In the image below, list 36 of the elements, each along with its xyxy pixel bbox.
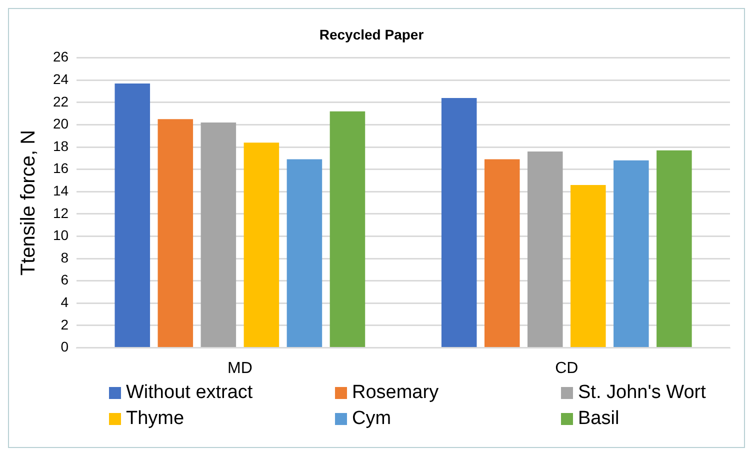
- y-axis-title: Ttensile force, N: [18, 130, 40, 276]
- y-tick-label: 2: [60, 316, 69, 332]
- legend-label: Rosemary: [352, 381, 439, 405]
- bar: [484, 159, 520, 348]
- y-tick-label: 22: [52, 93, 69, 110]
- y-tick-label: 18: [52, 138, 69, 154]
- bar: [570, 184, 606, 348]
- legend-label: Cym: [352, 407, 392, 431]
- bar: [286, 159, 322, 348]
- legend-label: Basil: [578, 407, 620, 431]
- y-tick-label: 26: [52, 48, 69, 65]
- bar: [330, 111, 366, 348]
- legend-label: Thyme: [126, 407, 184, 431]
- bar: [527, 151, 563, 348]
- y-tick-label: 4: [60, 294, 69, 310]
- bar: [614, 160, 649, 348]
- chart-title: Recycled Paper: [319, 26, 424, 42]
- x-tick-label: CD: [555, 360, 578, 377]
- bar: [200, 122, 236, 348]
- y-tick-label: 0: [60, 338, 69, 355]
- y-tick-label: 8: [60, 249, 69, 266]
- bar: [244, 142, 280, 348]
- y-tick-label: 20: [52, 116, 69, 132]
- y-tick-label: 16: [52, 160, 69, 176]
- y-tick-label: 10: [52, 227, 69, 244]
- y-tick-label: 24: [52, 70, 69, 87]
- legend-label: Without extract: [126, 381, 253, 405]
- bar: [158, 119, 194, 348]
- legend-label: St. John's Wort: [578, 381, 706, 405]
- y-tick-label: 6: [60, 272, 69, 288]
- y-tick-label: 12: [52, 204, 69, 221]
- x-tick-label: MD: [227, 360, 252, 377]
- bar: [441, 98, 477, 348]
- y-tick-label: 14: [52, 182, 69, 199]
- bar: [656, 150, 692, 348]
- bar: [114, 83, 150, 348]
